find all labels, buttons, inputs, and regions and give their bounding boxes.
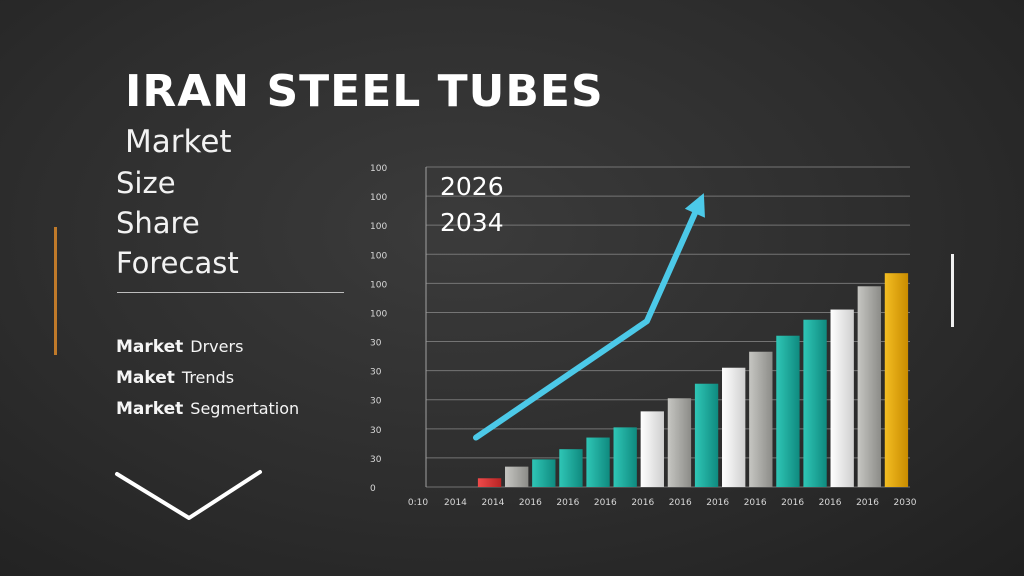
x-tick-label: 0:10	[408, 498, 428, 508]
chart-bar	[505, 466, 529, 487]
subtitle-market: Market	[125, 124, 232, 160]
x-tick-label: 2016	[706, 498, 729, 508]
y-tick-label: 100	[370, 251, 387, 261]
x-tick-label: 2014	[444, 498, 467, 508]
topic-drivers-rest: Drvers	[190, 337, 244, 356]
y-tick-label: 30	[370, 455, 382, 465]
x-tick-label: 2016	[856, 498, 879, 508]
accent-bar-right	[951, 254, 954, 327]
x-tick-label: 2016	[594, 498, 617, 508]
topic-segmentation-rest: Segmertation	[190, 399, 300, 418]
chart-bar	[586, 437, 610, 487]
x-tick-label: 2016	[519, 498, 542, 508]
topic-trends-rest: Trends	[181, 368, 235, 387]
x-tick-label: 2014	[481, 498, 504, 508]
topic-drivers-bold: Market	[116, 337, 184, 357]
x-tick-label: 2016	[744, 498, 767, 508]
x-tick-label: 2016	[631, 498, 654, 508]
chart-bar	[559, 449, 583, 487]
topic-list: Market Drvers Maket Trends Market Segmertat…	[116, 337, 299, 430]
chart-bar	[830, 309, 854, 487]
chart-bar	[667, 398, 692, 487]
y-tick-label: 100	[370, 164, 387, 174]
y-tick-label: 30	[370, 397, 382, 407]
y-tick-label: 0	[370, 484, 376, 494]
x-tick-label: 2030	[894, 498, 917, 508]
y-tick-label: 100	[370, 222, 387, 232]
bar-chart: 100 100 100 100 100 100 30 30 30 30 30 0 0:10 2014 20…	[370, 164, 917, 508]
chart-bar	[722, 367, 746, 487]
subtitle-share: Share	[116, 206, 200, 240]
section-divider	[117, 292, 344, 293]
y-tick-label: 30	[370, 339, 382, 349]
page-title: IRAN STEEL TUBES	[125, 66, 604, 117]
topic-trends: Maket Trends	[116, 368, 299, 399]
x-tick-label: 2016	[669, 498, 692, 508]
topic-segmentation-bold: Market	[116, 399, 184, 419]
subtitle-stack: Size Share Forecast	[116, 163, 239, 283]
y-tick-label: 100	[370, 280, 387, 290]
x-tick-label: 2016	[556, 498, 579, 508]
topic-segmentation: Market Segmertation	[116, 399, 299, 430]
accent-bar-left	[54, 227, 57, 355]
topic-drivers: Market Drvers	[116, 337, 299, 368]
chart-bar	[694, 383, 719, 487]
chart-bar	[803, 319, 827, 487]
trend-line	[473, 206, 700, 441]
chart-bar	[640, 411, 664, 487]
y-tick-label: 100	[370, 193, 387, 203]
chart-bar	[613, 427, 637, 487]
y-tick-label: 100	[370, 309, 387, 319]
y-tick-label: 30	[370, 426, 382, 436]
chart-bar	[749, 351, 773, 487]
topic-trends-bold: Maket	[116, 368, 175, 388]
subtitle-size: Size	[116, 166, 176, 200]
subtitle-forecast: Forecast	[116, 246, 239, 280]
chart-bar	[477, 478, 502, 487]
x-tick-label: 2016	[819, 498, 842, 508]
chart-year-end: 2034	[440, 208, 504, 237]
chart-bar	[532, 459, 556, 487]
chart-bar	[776, 335, 800, 487]
chart-year-start: 2026	[440, 172, 504, 201]
x-tick-label: 2016	[781, 498, 804, 508]
trend-arrow-icon	[684, 193, 705, 218]
chart-bar	[884, 273, 909, 487]
chart-bar	[857, 286, 881, 487]
y-tick-label: 30	[370, 368, 382, 378]
chevron-down-icon[interactable]	[112, 468, 267, 526]
